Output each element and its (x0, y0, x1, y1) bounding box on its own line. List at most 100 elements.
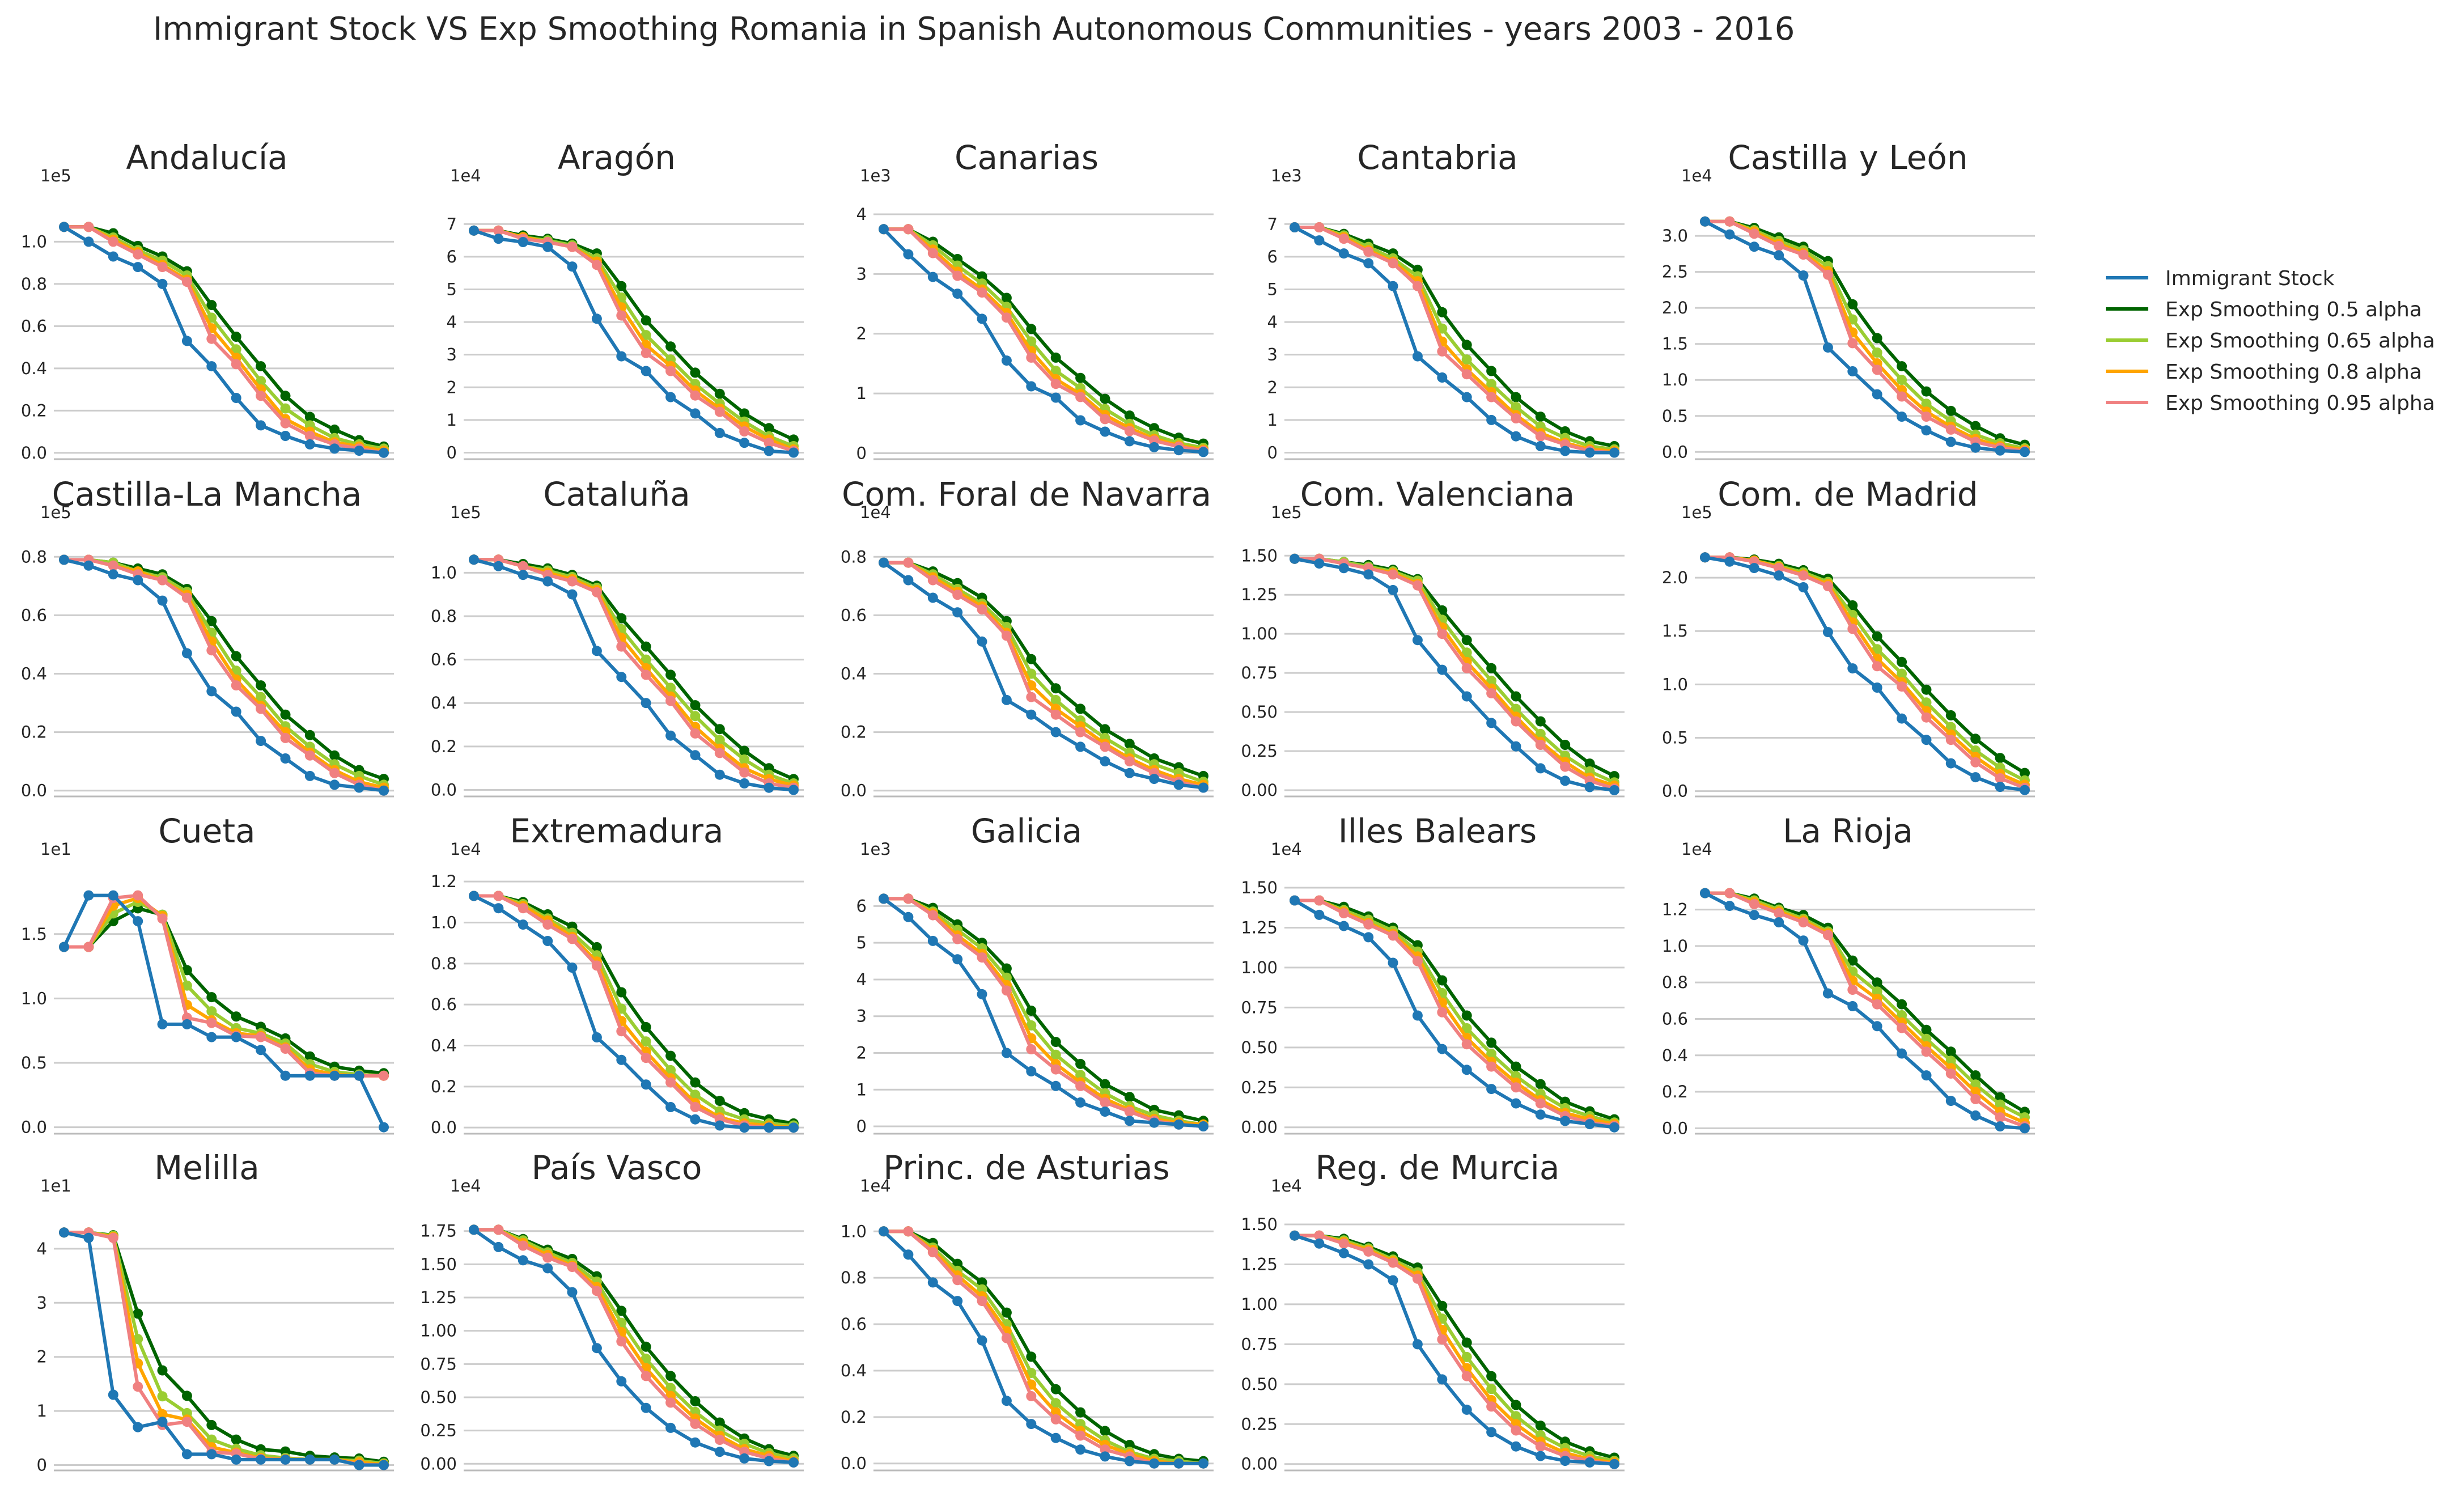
data-point (1026, 709, 1037, 720)
data-point (1945, 1046, 1956, 1057)
data-point (1486, 366, 1497, 376)
data-point (1847, 366, 1858, 376)
data-point (1026, 692, 1037, 702)
data-point (83, 942, 94, 952)
y-tick-label: 0.4 (841, 664, 867, 684)
data-point (1026, 1391, 1037, 1401)
data-point (739, 745, 750, 756)
data-point (1560, 761, 1571, 772)
subplot-title: Com. de Madrid (1717, 475, 1978, 514)
data-point (83, 236, 94, 247)
data-point (1560, 1116, 1571, 1126)
data-point (329, 779, 340, 790)
legend-item-immigrant-stock: Immigrant Stock (2106, 267, 2335, 290)
y-tick-label: 1.0 (21, 989, 47, 1008)
data-point (1847, 663, 1858, 674)
data-point (1100, 1097, 1110, 1108)
subplot-galicia: 0 1 2 3 4 5 6 1e3 Galicia (856, 812, 1214, 1136)
y-tick-label: 7 (447, 214, 457, 234)
series-line (1295, 226, 1615, 448)
y-tick-label: 0.4 (431, 693, 457, 713)
data-point (256, 692, 266, 702)
legend-item-exp-smoothing-0-5-alpha: Exp Smoothing 0.5 alpha (2106, 298, 2422, 321)
data-point (518, 561, 528, 571)
data-point (616, 613, 627, 624)
y-tick-label: 0.50 (420, 1388, 457, 1407)
data-point (764, 438, 774, 448)
data-point (231, 393, 241, 403)
series-line (884, 897, 1204, 1126)
data-point (690, 1102, 701, 1112)
data-point (927, 272, 938, 282)
data-point (665, 696, 676, 706)
y-tick-label: 0.0 (431, 781, 457, 800)
series-line (474, 894, 794, 1125)
data-point (977, 952, 987, 963)
subplot-extremadura: 0.0 0.2 0.4 0.6 0.8 1.0 1.2 1e4 Extremadura (431, 812, 804, 1137)
data-point (591, 960, 602, 971)
data-point (157, 575, 168, 586)
data-point (1338, 248, 1349, 259)
y-tick-label: 0.2 (21, 401, 47, 420)
data-point (567, 934, 578, 944)
data-point (1437, 1300, 1448, 1311)
y-tick-label: 1 (447, 410, 457, 430)
y-tick-label: 0.75 (1241, 663, 1278, 682)
data-point (304, 439, 315, 450)
data-point (493, 891, 504, 901)
data-point (1535, 412, 1546, 422)
data-point (977, 1296, 987, 1307)
data-point (379, 447, 389, 458)
data-point (1822, 930, 1833, 940)
data-point (1437, 1044, 1448, 1054)
data-point (493, 1224, 504, 1235)
y-tick-label: 0.25 (1241, 741, 1278, 761)
axis-offset-label: 1e5 (450, 503, 481, 522)
data-point (1461, 647, 1472, 658)
series-exp-smoothing-0-5-alpha (1700, 552, 2030, 778)
data-point (1609, 785, 1619, 795)
data-point (1921, 735, 1932, 745)
data-point (952, 1296, 963, 1307)
subplot-aragon: 0 1 2 3 4 5 6 7 1e4 Aragón (447, 138, 804, 462)
axis-offset-label: 1e3 (860, 166, 891, 185)
legend: Immigrant Stock Exp Smoothing 0.5 alpha Ex… (2106, 267, 2435, 415)
y-tick-label: 0.0 (841, 1454, 867, 1473)
data-point (1486, 1401, 1497, 1412)
data-point (1314, 1230, 1325, 1241)
data-point (108, 890, 118, 901)
data-point (1314, 222, 1325, 232)
data-point (714, 427, 725, 438)
data-point (304, 770, 315, 781)
data-point (231, 1032, 241, 1042)
data-point (1075, 1097, 1086, 1108)
data-point (1970, 442, 1981, 453)
data-point (641, 366, 651, 376)
data-point (1511, 1061, 1521, 1072)
data-point (304, 412, 315, 422)
y-tick-label: 0.2 (21, 723, 47, 742)
data-point (1897, 681, 1907, 692)
data-point (977, 636, 987, 647)
data-point (59, 942, 69, 952)
data-point (83, 560, 94, 571)
data-point (1461, 635, 1472, 646)
series-line (884, 227, 1204, 452)
data-point (641, 641, 651, 652)
subplot-title: Cantabria (1357, 138, 1517, 177)
series-immigrant-stock (1290, 895, 1619, 1133)
data-point (1897, 668, 1907, 679)
y-tick-label: 0.6 (21, 605, 47, 625)
data-point (616, 987, 627, 998)
data-point (1050, 366, 1061, 376)
data-point (231, 1434, 241, 1445)
data-point (1822, 342, 1833, 353)
y-tick-label: 1.0 (431, 913, 457, 932)
data-point (1921, 1070, 1932, 1081)
data-point (1872, 631, 1882, 642)
data-point (1584, 1457, 1595, 1468)
data-point (1412, 1010, 1423, 1021)
data-point (1461, 392, 1472, 402)
data-point (1535, 1441, 1546, 1452)
